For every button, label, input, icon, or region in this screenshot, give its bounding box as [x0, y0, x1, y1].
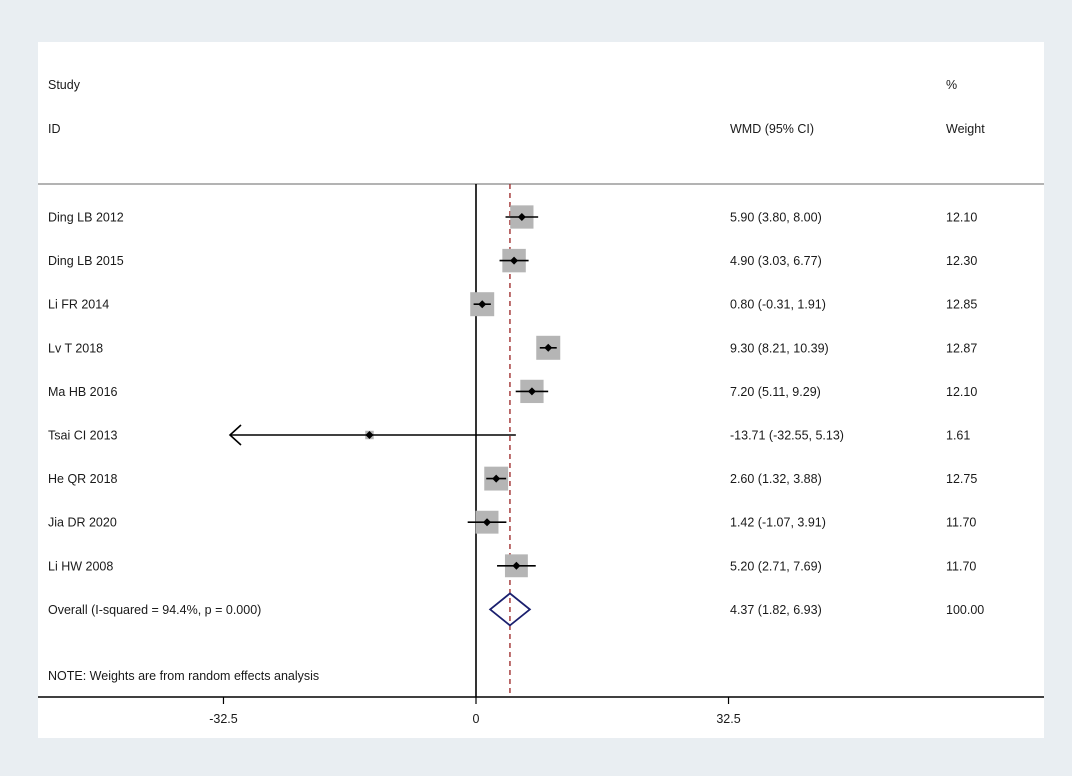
study-row: Ding LB 2012 5.90 (3.80, 8.00) 12.10 — [48, 205, 977, 229]
study-point-estimate — [544, 343, 553, 352]
study-ci-text: 1.42 (-1.07, 3.91) — [730, 516, 826, 530]
study-weight-text: 11.70 — [946, 516, 976, 530]
study-ci-text: 0.80 (-0.31, 1.91) — [730, 298, 826, 312]
study-label: Li FR 2014 — [48, 298, 109, 312]
weights-note: NOTE: Weights are from random effects an… — [48, 669, 319, 683]
study-ci-text: 4.90 (3.03, 6.77) — [730, 254, 822, 268]
x-axis: -32.5 0 32.5 — [38, 696, 1044, 726]
study-point-estimate — [512, 561, 521, 570]
study-weight-text: 12.10 — [946, 211, 977, 225]
overall-ci-text: 4.37 (1.82, 6.93) — [730, 603, 822, 617]
study-row: Li HW 2008 5.20 (2.71, 7.69) 11.70 — [48, 554, 976, 578]
header-id: ID — [48, 122, 61, 136]
study-row: Ma HB 2016 7.20 (5.11, 9.29) 12.10 — [48, 379, 977, 404]
study-point-estimate — [478, 300, 487, 309]
study-label: He QR 2018 — [48, 472, 118, 486]
study-ci-text: -13.71 (-32.55, 5.13) — [730, 429, 844, 443]
study-row: Tsai CI 2013 -13.71 (-32.55, 5.13) 1.61 — [48, 424, 970, 446]
forest-plot: Study ID WMD (95% CI) % Weight NOTE: Wei… — [38, 78, 1044, 726]
study-ci-text: 5.20 (2.71, 7.69) — [730, 559, 822, 573]
study-point-estimate — [510, 256, 519, 265]
study-label: Tsai CI 2013 — [48, 429, 118, 443]
study-row: Ding LB 2015 4.90 (3.03, 6.77) 12.30 — [48, 248, 977, 273]
study-row: Lv T 2018 9.30 (8.21, 10.39) 12.87 — [48, 335, 977, 360]
study-label: Ding LB 2015 — [48, 254, 124, 268]
study-ci-text: 2.60 (1.32, 3.88) — [730, 472, 822, 486]
overall-row: Overall (I-squared = 94.4%, p = 0.000) 4.… — [48, 592, 984, 627]
x-tick-label: 32.5 — [716, 712, 740, 726]
header-effect: WMD (95% CI) — [730, 122, 814, 136]
study-point-estimate — [365, 431, 374, 439]
study-weight-text: 12.87 — [946, 341, 977, 355]
study-weight-text: 11.70 — [946, 559, 976, 573]
study-point-estimate — [527, 387, 536, 396]
study-point-estimate — [483, 518, 492, 527]
study-weight-text: 12.10 — [946, 385, 977, 399]
study-label: Jia DR 2020 — [48, 516, 117, 530]
study-ci-text: 7.20 (5.11, 9.29) — [730, 385, 821, 399]
study-row: He QR 2018 2.60 (1.32, 3.88) 12.75 — [48, 466, 977, 491]
study-weight-text: 12.75 — [946, 472, 977, 486]
study-label: Lv T 2018 — [48, 341, 103, 355]
study-label: Ding LB 2012 — [48, 211, 124, 225]
study-ci-text: 5.90 (3.80, 8.00) — [730, 211, 822, 225]
study-label: Li HW 2008 — [48, 559, 113, 573]
study-row: Li FR 2014 0.80 (-0.31, 1.91) 12.85 — [48, 292, 977, 317]
study-label: Ma HB 2016 — [48, 385, 118, 399]
forest-plot-panel: Study ID WMD (95% CI) % Weight NOTE: Wei… — [38, 42, 1044, 738]
header-percent: % — [946, 78, 957, 92]
study-point-estimate — [492, 474, 501, 483]
ci-truncation-arrow — [228, 424, 242, 446]
overall-label: Overall (I-squared = 94.4%, p = 0.000) — [48, 603, 261, 617]
header-study: Study — [48, 78, 81, 92]
study-weight-text: 12.85 — [946, 298, 977, 312]
x-tick-label: 0 — [473, 712, 480, 726]
study-point-estimate — [517, 213, 526, 221]
study-weight-text: 1.61 — [946, 429, 970, 443]
x-tick-label: -32.5 — [209, 712, 238, 726]
study-row: Jia DR 2020 1.42 (-1.07, 3.91) 11.70 — [48, 510, 976, 534]
study-weight-text: 12.30 — [946, 254, 977, 268]
study-ci-text: 9.30 (8.21, 10.39) — [730, 341, 829, 355]
header-weight: Weight — [946, 122, 985, 136]
overall-diamond — [488, 592, 532, 627]
overall-weight-text: 100.00 — [946, 603, 984, 617]
